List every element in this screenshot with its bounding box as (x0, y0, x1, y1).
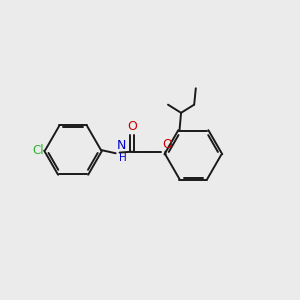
Text: Cl: Cl (32, 143, 44, 157)
Text: N: N (116, 140, 126, 152)
Text: O: O (162, 138, 172, 151)
Text: H: H (118, 153, 126, 163)
Text: O: O (127, 120, 137, 133)
